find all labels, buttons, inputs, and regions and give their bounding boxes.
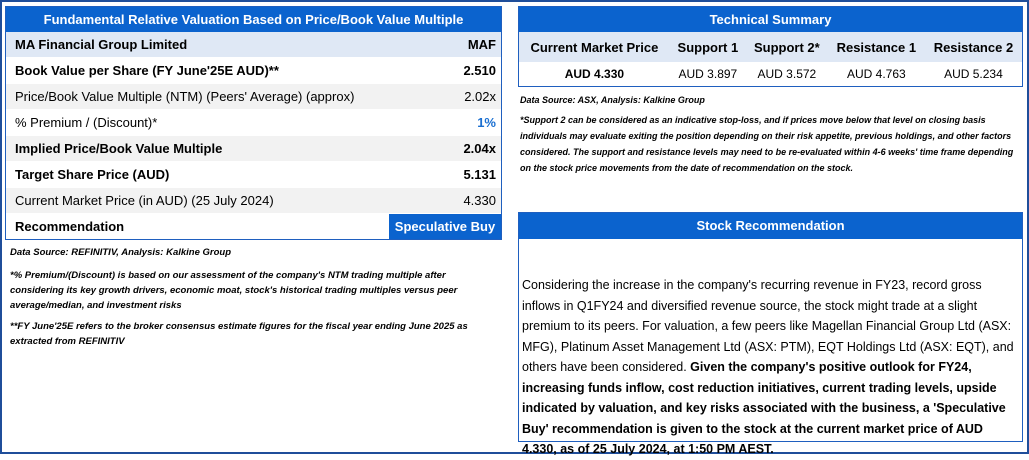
valuation-table: Fundamental Relative Valuation Based on …	[5, 6, 502, 240]
technical-value-row: AUD 4.330 AUD 3.897 AUD 3.572 AUD 4.763 …	[519, 62, 1022, 86]
table-row: Book Value per Share (FY June'25E AUD)**…	[6, 58, 501, 84]
valuation-note-fy: **FY June'25E refers to the broker conse…	[10, 321, 468, 347]
stock-title: Stock Recommendation	[519, 213, 1022, 239]
row-label: Price/Book Value Multiple (NTM) (Peers' …	[15, 89, 355, 104]
row-value: 2.04x	[463, 141, 496, 156]
col-header: Support 1	[669, 32, 746, 62]
stock-text-bold: Given the company's positive outlook for…	[522, 360, 1006, 456]
recommendation-badge: Speculative Buy	[389, 214, 501, 239]
recommendation-row: Recommendation Speculative Buy	[6, 214, 501, 239]
table-row: Price/Book Value Multiple (NTM) (Peers' …	[6, 84, 501, 110]
stock-recommendation: Stock Recommendation Considering the inc…	[518, 212, 1023, 456]
company-name: MA Financial Group Limited	[15, 37, 188, 52]
col-header: Resistance 1	[827, 32, 925, 62]
row-value: 2.02x	[464, 89, 496, 104]
technical-summary: Technical Summary Current Market Price S…	[518, 6, 1023, 87]
col-header: Support 2*	[745, 32, 828, 62]
stock-text: Considering the increase in the company'…	[522, 275, 1019, 460]
table-row: % Premium / (Discount)* 1%	[6, 110, 501, 136]
recommendation-label: Recommendation	[15, 219, 125, 234]
col-header: Current Market Price	[519, 32, 670, 62]
row-label: Target Share Price (AUD)	[15, 167, 170, 182]
table-row: Implied Price/Book Value Multiple 2.04x	[6, 136, 501, 162]
table-row: Current Market Price (in AUD) (25 July 2…	[6, 188, 501, 214]
col-header: Resistance 2	[924, 32, 1022, 62]
technical-note: *Support 2 can be considered as an indic…	[520, 115, 1014, 173]
valuation-title: Fundamental Relative Valuation Based on …	[6, 7, 501, 32]
cell-value: AUD 3.572	[757, 67, 817, 81]
row-value: 1%	[477, 115, 496, 130]
technical-source: Data Source: ASX, Analysis: Kalkine Grou…	[520, 95, 705, 105]
cell-value: AUD 5.234	[944, 67, 1003, 81]
table-row: Target Share Price (AUD) 5.131	[6, 162, 501, 188]
technical-header-row: Current Market Price Support 1 Support 2…	[519, 32, 1022, 62]
row-value: 5.131	[463, 167, 496, 182]
technical-table: Current Market Price Support 1 Support 2…	[519, 32, 1022, 86]
company-header-row: MA Financial Group Limited MAF	[6, 32, 501, 58]
row-value: 4.330	[463, 193, 496, 208]
row-value: 2.510	[463, 63, 496, 78]
stock-text-plain: Considering the increase in the company'…	[522, 278, 1014, 374]
row-label: Book Value per Share (FY June'25E AUD)**	[15, 63, 279, 78]
technical-title: Technical Summary	[519, 7, 1022, 32]
row-label: % Premium / (Discount)*	[15, 115, 158, 130]
row-label: Implied Price/Book Value Multiple	[15, 141, 223, 156]
cell-value: AUD 3.897	[678, 67, 738, 81]
cell-value: AUD 4.763	[846, 67, 906, 81]
cell-value: AUD 4.330	[564, 67, 625, 81]
valuation-note-premium: *% Premium/(Discount) is based on our as…	[10, 270, 458, 311]
ticker: MAF	[467, 37, 496, 52]
row-label: Current Market Price (in AUD) (25 July 2…	[15, 193, 274, 208]
valuation-source: Data Source: REFINITIV, Analysis: Kalkin…	[10, 247, 232, 258]
